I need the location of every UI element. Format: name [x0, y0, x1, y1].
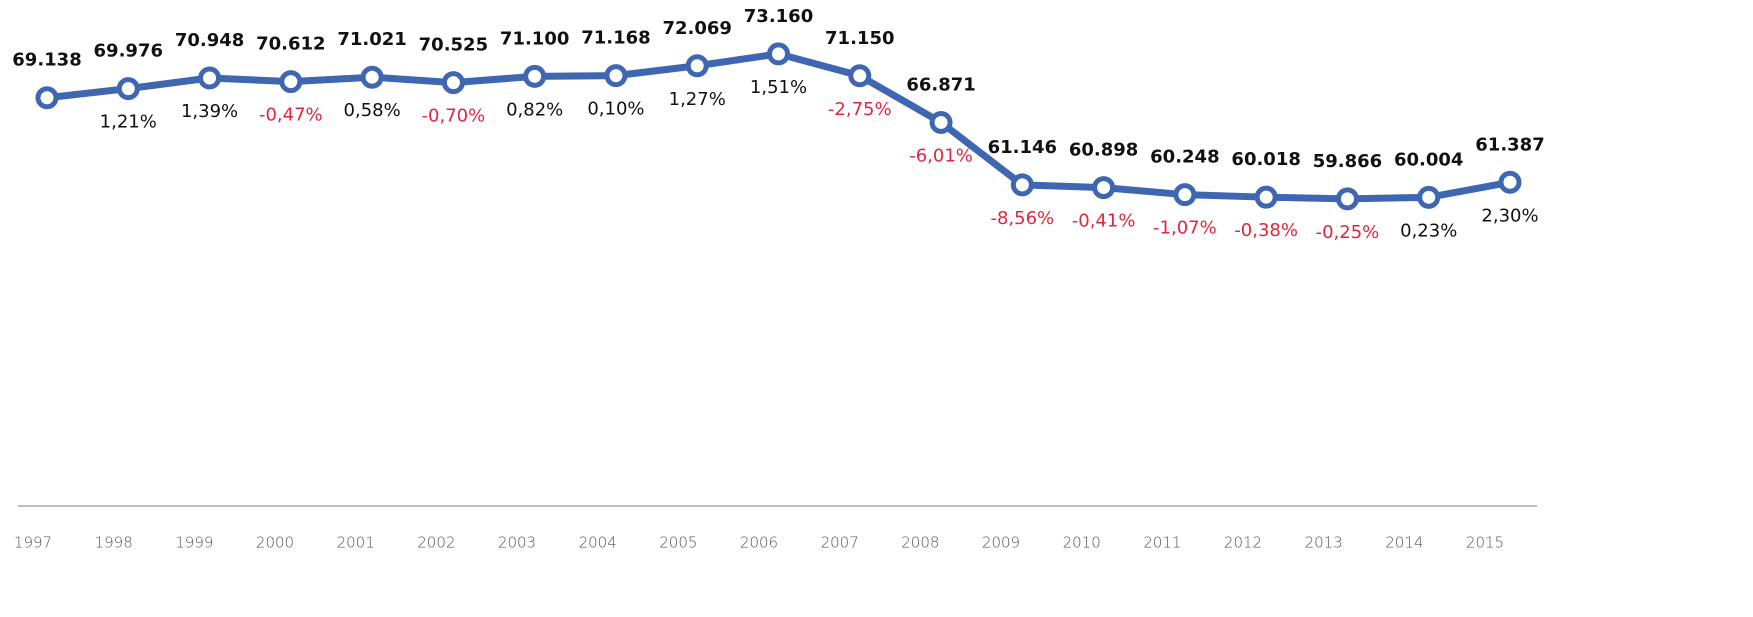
change-label: -0,41%: [1072, 211, 1136, 232]
marker: [523, 64, 547, 88]
change-label: -0,25%: [1316, 222, 1380, 243]
value-label: 66.871: [906, 74, 975, 95]
marker: [1092, 176, 1116, 200]
x-tick-label: 1998: [95, 534, 133, 552]
x-tick-label: 2015: [1466, 534, 1504, 552]
change-label: 0,10%: [587, 99, 644, 120]
x-tick-label: 1997: [14, 534, 52, 552]
change-label: 2,30%: [1481, 205, 1538, 226]
change-label: -0,70%: [422, 106, 486, 127]
marker: [279, 70, 303, 94]
change-label: -0,47%: [259, 105, 323, 126]
x-tick-label: 2010: [1063, 534, 1101, 552]
value-label: 71.100: [500, 28, 569, 49]
value-label: 69.976: [94, 41, 163, 62]
value-label: 69.138: [12, 50, 81, 71]
marker: [198, 66, 222, 90]
value-label: 73.160: [744, 6, 813, 27]
marker: [1335, 187, 1359, 211]
change-label: 0,58%: [344, 100, 401, 121]
value-label: 70.948: [175, 30, 244, 51]
marker: [929, 110, 953, 134]
value-label: 71.150: [825, 28, 894, 49]
x-tick-label: 2008: [901, 534, 939, 552]
x-tick-label: 2003: [498, 534, 536, 552]
value-label: 70.525: [419, 35, 488, 56]
x-tick-label: 2006: [740, 534, 778, 552]
value-label: 60.004: [1394, 149, 1463, 170]
marker: [1173, 183, 1197, 207]
marker: [441, 71, 465, 95]
x-tick-label: 2007: [821, 534, 859, 552]
x-tick-label: 2000: [256, 534, 294, 552]
value-label: 61.146: [988, 137, 1057, 158]
x-tick-label: 2011: [1143, 534, 1181, 552]
marker: [360, 65, 384, 89]
x-tick-label: 2013: [1305, 534, 1343, 552]
change-label: 1,39%: [181, 101, 238, 122]
x-tick-label: 2005: [659, 534, 697, 552]
change-label: 1,27%: [669, 89, 726, 110]
marker: [604, 64, 628, 88]
value-label: 60.018: [1231, 149, 1300, 170]
change-label: -8,56%: [990, 208, 1054, 229]
marker: [116, 77, 140, 101]
marker: [1254, 185, 1278, 209]
marker: [35, 86, 59, 110]
marker: [1498, 170, 1522, 194]
line: [46, 50, 1511, 203]
x-tick-label: 1999: [175, 534, 213, 552]
x-tick-label: 2004: [579, 534, 617, 552]
change-label: -0,38%: [1234, 220, 1298, 241]
value-label: 60.248: [1150, 147, 1219, 168]
value-label: 60.898: [1069, 140, 1138, 161]
value-label: 72.069: [662, 18, 731, 39]
marker: [685, 54, 709, 78]
change-label: -1,07%: [1153, 218, 1217, 239]
value-label: 71.168: [581, 28, 650, 49]
x-tick-label: 2009: [982, 534, 1020, 552]
x-tick-label: 2014: [1385, 534, 1423, 552]
marker: [1417, 185, 1441, 209]
value-label: 71.021: [337, 29, 406, 50]
x-tick-label: 2001: [337, 534, 375, 552]
x-tick-label: 2002: [417, 534, 455, 552]
change-label: 1,21%: [100, 112, 157, 133]
x-tick-label: 2012: [1224, 534, 1262, 552]
value-label: 70.612: [256, 34, 325, 55]
change-label: -6,01%: [909, 145, 973, 166]
value-label: 59.866: [1313, 151, 1382, 172]
marker: [1010, 173, 1034, 197]
change-label: 0,23%: [1400, 220, 1457, 241]
change-label: -2,75%: [828, 99, 892, 120]
change-label: 0,82%: [506, 99, 563, 120]
marker: [848, 64, 872, 88]
value-label: 61.387: [1475, 134, 1544, 155]
marker: [767, 42, 790, 66]
change-label: 1,51%: [750, 77, 807, 98]
